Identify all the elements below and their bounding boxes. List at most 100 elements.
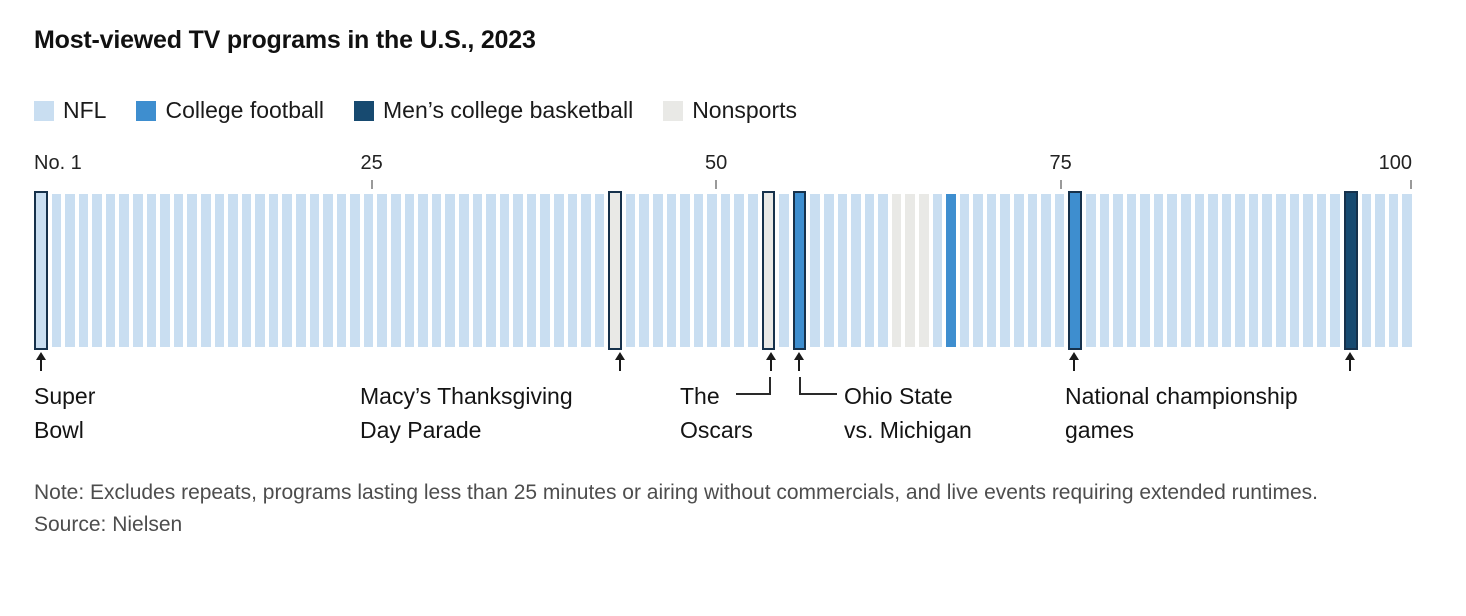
annotation-arrow-rank-56 xyxy=(793,352,804,371)
axis-label-no-1: No. 1 xyxy=(34,152,82,174)
bar-rank-90 xyxy=(1262,194,1273,347)
annotation-the-oscars: The Oscars xyxy=(680,379,753,447)
bar-rank-63 xyxy=(891,194,902,347)
source: Source: Nielsen xyxy=(34,513,183,536)
bar-rank-52 xyxy=(734,194,745,347)
bar-rank-60 xyxy=(851,194,861,347)
bar-rank-18 xyxy=(268,194,279,347)
bar-rank-40 xyxy=(567,194,578,347)
bar-rank-71 xyxy=(1000,194,1011,347)
bar-rank-86 xyxy=(1208,194,1218,347)
bar-rank-9 xyxy=(146,194,157,347)
bar-rank-58 xyxy=(823,194,834,347)
bar-rank-67 xyxy=(946,194,956,347)
legend-swatch-nfl xyxy=(34,100,54,121)
bar-rank-62 xyxy=(878,194,888,347)
bar-rank-51 xyxy=(720,194,731,347)
bar-rank-33 xyxy=(472,194,483,347)
bar-rank-89 xyxy=(1248,194,1259,347)
legend-swatch-college-football xyxy=(136,100,157,121)
bar-rank-66 xyxy=(932,194,943,347)
bar-rank-92 xyxy=(1289,194,1300,347)
bar-rank-69 xyxy=(973,194,983,347)
bar-rank-97 xyxy=(1361,194,1372,347)
annotation-line: Bowl xyxy=(34,417,84,443)
annotation-national-championship: National championship games xyxy=(1065,379,1298,447)
bar-rank-2 xyxy=(51,194,62,347)
bar-rank-100 xyxy=(1402,194,1412,347)
annotations-zone: Super Bowl Macy’s Thanksgiving Day Parad… xyxy=(34,347,1412,455)
bar-rank-35 xyxy=(499,194,510,347)
annotation-line: Oscars xyxy=(680,417,753,443)
annotation-line: Ohio State xyxy=(844,383,953,409)
bar-rank-24 xyxy=(350,194,360,347)
legend-label: College football xyxy=(165,97,325,123)
bar-rank-49 xyxy=(693,194,704,347)
annotation-macys-parade: Macy’s Thanksgiving Day Parade xyxy=(360,379,573,447)
bar-rank-80 xyxy=(1126,194,1137,347)
chart-title: Most-viewed TV programs in the U.S., 202… xyxy=(34,26,536,54)
bar-rank-43 xyxy=(608,191,622,350)
x-axis: No. 1 25 50 75 100 xyxy=(34,152,1412,194)
bar-rank-85 xyxy=(1194,194,1205,347)
bar-rank-46 xyxy=(653,194,663,347)
bar-rank-98 xyxy=(1375,194,1385,347)
bar-rank-88 xyxy=(1235,194,1245,347)
legend-swatch-nonsports xyxy=(663,100,684,121)
bar-rank-48 xyxy=(680,194,690,347)
axis-tick-25 xyxy=(370,180,373,189)
bar-rank-17 xyxy=(255,194,265,347)
bar-rank-77 xyxy=(1085,194,1096,347)
axis-label-50: 50 xyxy=(704,152,728,174)
note: Note: Excludes repeats, programs lasting… xyxy=(34,481,1318,504)
bar-rank-19 xyxy=(282,194,292,347)
annotation-arrow-rank-54 xyxy=(766,352,777,371)
bar-rank-82 xyxy=(1153,194,1164,347)
bar-rank-83 xyxy=(1167,194,1177,347)
bar-rank-84 xyxy=(1180,194,1191,347)
legend-label: Men’s college basketball xyxy=(383,97,634,123)
legend-item-men-s-college-basketball: Men’s college basketball xyxy=(354,97,633,124)
bar-rank-65 xyxy=(919,194,929,347)
bar-rank-72 xyxy=(1014,194,1024,347)
bar-rank-68 xyxy=(959,194,970,347)
bar-rank-32 xyxy=(458,194,469,347)
bar-rank-14 xyxy=(214,194,225,347)
axis-tick-75 xyxy=(1059,180,1062,189)
bar-rank-96 xyxy=(1343,191,1358,350)
bar-rank-47 xyxy=(666,194,677,347)
bar-rank-76 xyxy=(1068,191,1082,350)
annotation-arrow-rank-96 xyxy=(1344,352,1355,371)
bar-rank-27 xyxy=(391,194,401,347)
bar-rank-21 xyxy=(309,194,320,347)
bar-rank-91 xyxy=(1276,194,1286,347)
annotation-ohio-state: Ohio State vs. Michigan xyxy=(844,379,972,447)
bar-rank-95 xyxy=(1330,194,1340,347)
bar-rank-3 xyxy=(65,194,75,347)
bar-rank-61 xyxy=(864,194,875,347)
bar-rank-99 xyxy=(1388,194,1399,347)
bar-rank-94 xyxy=(1316,194,1327,347)
bar-rank-12 xyxy=(187,194,197,347)
bar-rank-31 xyxy=(445,194,455,347)
bar-rank-26 xyxy=(377,194,388,347)
bar-rank-37 xyxy=(526,194,537,347)
legend-item-college-football: College football xyxy=(136,97,324,124)
bar-rank-56 xyxy=(792,191,807,350)
bar-rank-28 xyxy=(404,194,415,347)
axis-tick-50 xyxy=(715,180,718,189)
bar-rank-54 xyxy=(761,191,776,350)
bar-rank-59 xyxy=(837,194,848,347)
annotation-arrow-rank-76 xyxy=(1069,352,1080,371)
bar-rank-41 xyxy=(581,194,591,347)
axis-label-100: 100 xyxy=(1378,152,1412,174)
bar-rank-81 xyxy=(1140,194,1150,347)
bar-rank-45 xyxy=(639,194,650,347)
axis-label-75: 75 xyxy=(1049,152,1072,174)
bar-rank-20 xyxy=(295,194,306,347)
bar-rank-8 xyxy=(133,194,143,347)
bar-rank-4 xyxy=(78,194,89,347)
bar-rank-75 xyxy=(1054,194,1065,347)
annotation-line: Day Parade xyxy=(360,417,482,443)
